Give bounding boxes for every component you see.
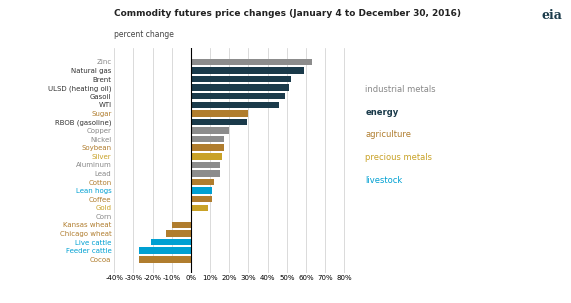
Text: livestock: livestock [365,176,403,185]
Bar [191,102,279,108]
Bar [191,119,247,125]
Text: precious metals: precious metals [365,153,432,162]
Bar [191,145,224,151]
Bar [191,153,222,159]
Text: eia: eia [541,9,562,22]
Text: industrial metals: industrial metals [365,85,436,94]
Bar [191,127,230,134]
Text: Commodity futures price changes (January 4 to December 30, 2016): Commodity futures price changes (January… [114,9,461,18]
Text: agriculture: agriculture [365,130,412,139]
Bar [191,179,214,185]
Bar [191,196,212,202]
Bar [172,222,191,228]
Bar [166,230,191,237]
Bar [191,76,291,82]
Bar [191,93,285,99]
Text: percent change: percent change [114,30,174,39]
Text: energy: energy [365,108,399,117]
Bar [191,136,224,142]
Bar [191,85,289,91]
Bar [191,205,208,211]
Bar [191,59,312,65]
Bar [191,170,220,177]
Bar [191,67,304,74]
Bar [191,110,248,117]
Bar [139,248,191,254]
Bar [191,188,212,194]
Bar [151,239,191,245]
Bar [139,256,191,262]
Bar [191,162,220,168]
